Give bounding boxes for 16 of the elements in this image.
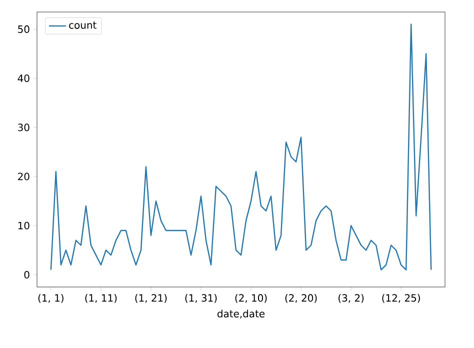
x-tick-label: (2, 20) bbox=[285, 294, 317, 303]
y-tick-label: 30 bbox=[18, 124, 30, 132]
x-tick-label: (1, 11) bbox=[85, 294, 117, 303]
x-tick-label: (3, 2) bbox=[338, 294, 364, 303]
y-tick-label: 0 bbox=[24, 270, 30, 278]
x-axis-title: date,date bbox=[218, 310, 265, 318]
x-tick-label: (12, 25) bbox=[382, 294, 420, 303]
x-tick-label: (1, 21) bbox=[135, 294, 167, 303]
y-tick-label: 40 bbox=[18, 74, 30, 82]
y-tick-label: 50 bbox=[18, 25, 30, 33]
x-tick-label: (1, 1) bbox=[38, 294, 64, 303]
x-tick-label: (1, 31) bbox=[185, 294, 217, 303]
y-tick-label: 20 bbox=[18, 172, 30, 180]
legend-label: count bbox=[69, 22, 96, 29]
x-tick-label: (2, 10) bbox=[235, 294, 267, 303]
y-tick-label: 10 bbox=[18, 222, 30, 230]
